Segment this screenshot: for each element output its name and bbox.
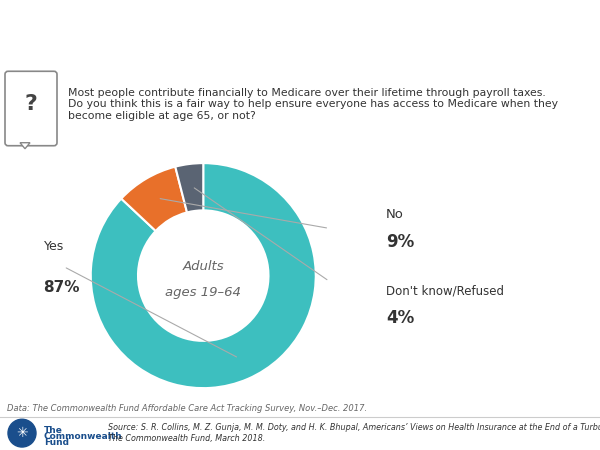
- Text: ages 19–64: ages 19–64: [166, 286, 241, 299]
- Wedge shape: [91, 163, 316, 388]
- Text: Source: S. R. Collins, M. Z. Gunja, M. M. Doty, and H. K. Bhupal, Americans’ Vie: Source: S. R. Collins, M. Z. Gunja, M. M…: [108, 423, 600, 443]
- Text: Adults: Adults: [182, 260, 224, 273]
- Text: 4%: 4%: [386, 309, 414, 327]
- Wedge shape: [175, 163, 203, 212]
- Text: Most think paying into Medicare over a lifetime is a fair way to ensure everyone: Most think paying into Medicare over a l…: [7, 25, 600, 38]
- Text: ✳: ✳: [16, 426, 28, 440]
- Text: The: The: [44, 426, 63, 435]
- Circle shape: [8, 419, 36, 447]
- Text: No: No: [386, 208, 404, 221]
- Text: Fund: Fund: [44, 437, 69, 446]
- FancyBboxPatch shape: [5, 71, 57, 146]
- Text: Most people contribute financially to Medicare over their lifetime through payro: Most people contribute financially to Me…: [68, 88, 558, 121]
- Polygon shape: [20, 143, 30, 149]
- Text: ?: ?: [25, 94, 37, 114]
- Text: 87%: 87%: [44, 280, 80, 295]
- Text: Commonwealth: Commonwealth: [44, 432, 123, 441]
- Text: 9%: 9%: [386, 233, 414, 251]
- Text: Data: The Commonwealth Fund Affordable Care Act Tracking Survey, Nov.–Dec. 2017.: Data: The Commonwealth Fund Affordable C…: [7, 404, 367, 413]
- Wedge shape: [121, 166, 187, 231]
- Text: Yes: Yes: [44, 240, 64, 253]
- Text: Don't know/Refused: Don't know/Refused: [386, 284, 504, 297]
